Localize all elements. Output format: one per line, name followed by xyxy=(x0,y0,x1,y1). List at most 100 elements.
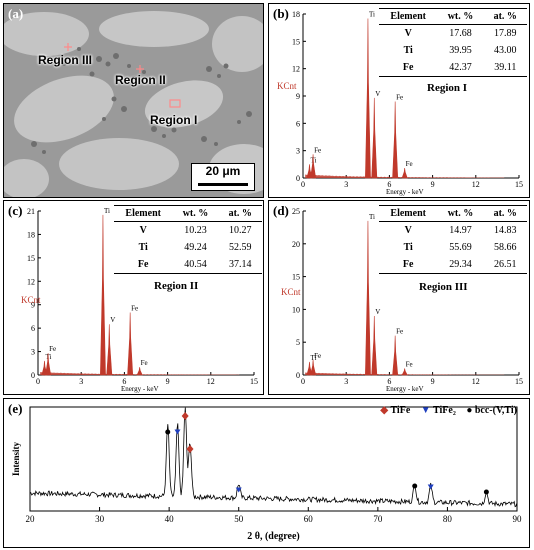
y-tick-label: 21 xyxy=(27,207,35,216)
cell: Fe xyxy=(379,256,438,274)
spectrum-peak xyxy=(310,154,317,179)
sem-micrograph xyxy=(4,4,263,197)
x-tick-label: 40 xyxy=(165,514,175,524)
peak-label: Ti xyxy=(310,354,316,362)
cell: Ti xyxy=(403,242,413,253)
peak-label: Fe xyxy=(49,345,56,353)
col-header: at. % xyxy=(483,205,527,222)
cell: V xyxy=(404,225,412,236)
cell: 39.11 xyxy=(483,59,527,77)
cell: 17.68 xyxy=(449,28,472,39)
x-axis-label: Energy - keV xyxy=(121,385,159,393)
x-axis-label: Energy - keV xyxy=(386,188,424,196)
x-tick-label: 15 xyxy=(250,377,258,386)
spectrum-peak xyxy=(106,324,113,376)
x-tick-label: 9 xyxy=(431,377,435,386)
y-tick-label: 9 xyxy=(31,301,35,310)
region-title: Region II xyxy=(154,280,199,292)
y-tick-label: 20 xyxy=(292,240,300,249)
cell: 10.23 xyxy=(184,225,207,236)
peak-label: Fe xyxy=(314,352,321,360)
xrd-pattern: 20 30 40 50 60 70 80 90 2 θ, (degree) Intensity xyxy=(11,406,522,542)
cell: Fe xyxy=(379,59,438,77)
y-tick-label: 18 xyxy=(27,230,35,239)
x-tick-label: 15 xyxy=(515,180,523,189)
y-tick-label: 0 xyxy=(296,174,300,183)
tife2-marker xyxy=(427,484,434,490)
region-title: Region III xyxy=(419,281,468,293)
composition-table-region-iii: Element wt. % at. % V 14.97 14.83 Ti 55.69 58.… xyxy=(379,205,527,274)
y-tick-label: 18 xyxy=(292,10,300,19)
col-header: Element xyxy=(379,8,438,25)
spectrum-peak xyxy=(127,312,134,376)
x-axis-label: Energy - keV xyxy=(386,385,424,393)
sem-micrograph-panel: (a) Region III Region II Region I 20 μm xyxy=(3,3,264,198)
tife2-marker xyxy=(174,429,181,435)
cell: Ti xyxy=(403,45,413,56)
y-tick-label: 12 xyxy=(292,65,300,74)
cell: 39.95 xyxy=(449,45,472,56)
peak-label: Fe xyxy=(406,160,413,168)
peak-label: Fe xyxy=(396,328,403,336)
y-tick-label: 15 xyxy=(27,254,35,263)
peak-label: Ti xyxy=(369,213,375,221)
cell: 10.27 xyxy=(229,225,252,236)
legend-tife: ◆ TiFe xyxy=(380,405,410,416)
y-tick-label: 25 xyxy=(292,207,300,216)
panel-label-b: (b) xyxy=(273,6,289,21)
cell: 14.83 xyxy=(494,225,517,236)
spectrum-background xyxy=(40,372,240,375)
spectrum-peak xyxy=(392,335,399,376)
region-iii-label: Region III xyxy=(38,53,92,67)
bcc-marker xyxy=(483,489,489,495)
region-ii-label: Region II xyxy=(115,73,166,87)
legend-label: TiFe₂ xyxy=(433,405,456,416)
x-tick-label: 9 xyxy=(166,377,170,386)
y-axis-label: KCnt xyxy=(21,295,41,305)
y-tick-label: 15 xyxy=(292,273,300,282)
cell: 40.54 xyxy=(172,256,219,274)
peak-label: V xyxy=(375,90,380,98)
peak-label: Fe xyxy=(314,146,321,154)
peak-label: Ti xyxy=(369,11,375,19)
cell: 55.69 xyxy=(449,242,472,253)
y-axis-label: KCnt xyxy=(277,81,297,91)
cell: 58.66 xyxy=(494,242,517,253)
composition-table-region-i: Element wt. % at. % V 17.68 17.89 Ti 39.95 43.… xyxy=(379,8,527,77)
peak-label: Fe xyxy=(141,359,148,367)
scale-bar-line xyxy=(198,183,248,186)
region-i-label: Region I xyxy=(150,113,198,127)
cell: 14.97 xyxy=(449,225,472,236)
cell: 49.24 xyxy=(184,242,207,253)
x-tick-label: 3 xyxy=(344,180,348,189)
y-tick-label: 12 xyxy=(27,277,35,286)
peak-label: Fe xyxy=(406,360,413,368)
y-tick-label: 3 xyxy=(296,147,300,156)
y-tick-label: 0 xyxy=(31,371,35,380)
spectrum-peak xyxy=(365,220,371,376)
x-tick-label: 60 xyxy=(304,514,314,524)
cell: Ti xyxy=(138,242,148,253)
eds-spectrum-region-i: 0 3 6 9 12 15 18 0 3 6 9 12 15 Ti Fe Ti V Fe Fe xyxy=(292,10,523,189)
col-header: Element xyxy=(114,205,173,222)
spectrum-background xyxy=(305,174,505,178)
x-axis-label: 2 θ, (degree) xyxy=(247,531,300,542)
col-header: at. % xyxy=(483,8,527,25)
x-tick-label: 15 xyxy=(515,377,523,386)
region-title: Region I xyxy=(427,82,468,94)
panel-label-d: (d) xyxy=(273,203,289,218)
panel-label-a: (a) xyxy=(8,6,24,21)
y-tick-label: 10 xyxy=(292,305,300,314)
spectrum-peak xyxy=(310,359,317,376)
eds-panel-region-ii: 0 3 6 9 12 15 18 21 0 3 6 9 12 15 Ti Fe Ti V Fe Fe (c) KCnt… xyxy=(3,200,264,395)
cell: 37.14 xyxy=(218,256,262,274)
x-tick-label: 12 xyxy=(472,180,480,189)
y-tick-label: 15 xyxy=(292,37,300,46)
tife-marker xyxy=(186,445,194,453)
composition-table-region-ii: Element wt. % at. % V 10.23 10.27 Ti 49.24 52.… xyxy=(114,205,262,274)
plot-frame xyxy=(29,406,518,512)
peak-label: V xyxy=(110,316,115,324)
col-header: at. % xyxy=(218,205,262,222)
col-header: wt. % xyxy=(437,8,484,25)
